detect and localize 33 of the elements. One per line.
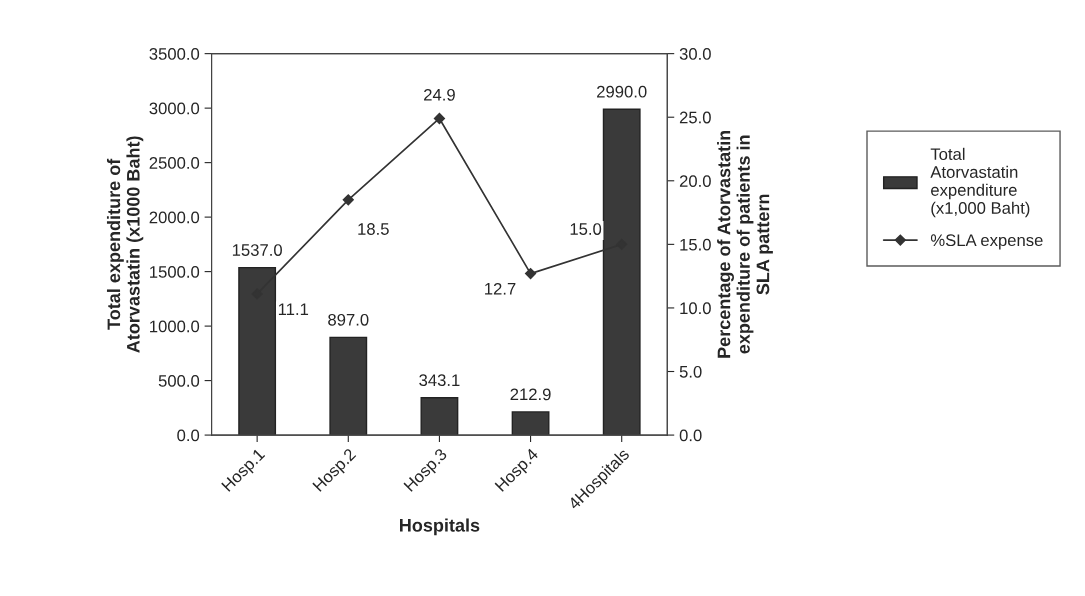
y-tick-label: 3000.0 — [149, 102, 200, 115]
legend-label: Total Atorvastatin expenditure (x1,000 Baht) — [930, 147, 1030, 218]
data-label: 2990.0 — [597, 85, 647, 98]
point — [342, 194, 354, 206]
x-axis-title: Hospitals — [400, 518, 480, 536]
data-label: 212.9 — [510, 388, 551, 401]
y2-tick-label: 20.0 — [679, 175, 711, 187]
data-label: 18.5 — [358, 223, 389, 235]
y2-tick-label: 10.0 — [680, 302, 711, 315]
data-label: 1537.0 — [232, 244, 282, 256]
y2-tick-label: 25.0 — [679, 111, 711, 124]
data-label: 11.1 — [278, 303, 309, 315]
y-tick-label: 1000.0 — [150, 320, 200, 333]
y2-tick-label: 5.0 — [679, 365, 702, 378]
legend-label: %SLA expense — [930, 234, 1043, 250]
y2-tick-label: 0.0 — [679, 429, 702, 442]
data-label: 24.9 — [424, 88, 455, 101]
data-label: 343.1 — [419, 374, 460, 387]
y2-axis-title: Percentage of Atorvastatin expenditure of patients in SLA pattern — [717, 130, 773, 358]
y-tick-label: 0.0 — [177, 429, 200, 442]
y2-tick-label: 15.0 — [680, 238, 711, 251]
point — [433, 112, 446, 125]
y2-tick-label: 30.0 — [679, 48, 711, 60]
data-label: 15.0 — [570, 223, 602, 235]
y-tick-label: 3500.0 — [149, 48, 200, 60]
y-axis-title: Total expenditure of Atorvastatin (x1000 Baht) — [106, 136, 144, 353]
data-label: 12.7 — [485, 282, 516, 295]
y-tick-label: 2500.0 — [149, 157, 200, 169]
y-tick-label: 2000.0 — [149, 211, 200, 224]
y-tick-label: 1500.0 — [150, 266, 200, 278]
y-tick-label: 500.0 — [158, 374, 200, 387]
point — [524, 267, 537, 280]
data-label: 897.0 — [328, 313, 369, 326]
